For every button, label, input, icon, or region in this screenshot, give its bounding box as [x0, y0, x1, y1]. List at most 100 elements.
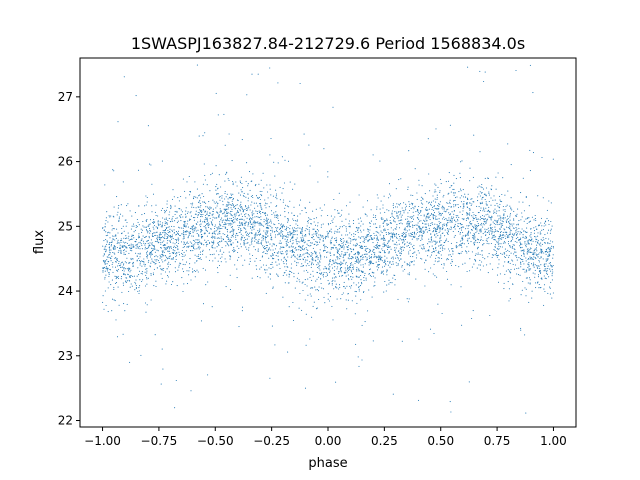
data-point	[428, 208, 430, 210]
data-point	[269, 243, 271, 245]
data-point	[523, 250, 525, 252]
data-point	[389, 193, 391, 195]
data-point	[217, 237, 220, 239]
data-point	[538, 287, 540, 289]
data-point	[536, 265, 538, 267]
data-point	[503, 256, 506, 258]
data-point	[455, 214, 457, 217]
data-point	[348, 237, 350, 239]
data-point	[337, 250, 339, 252]
data-point	[282, 225, 284, 228]
data-point	[142, 240, 144, 242]
data-point	[521, 250, 523, 252]
data-point	[308, 253, 310, 255]
data-point	[295, 238, 297, 241]
data-point	[114, 235, 116, 237]
data-point	[247, 242, 249, 244]
data-point	[274, 231, 276, 233]
data-point	[395, 251, 397, 253]
data-point	[231, 208, 233, 210]
data-point	[183, 283, 185, 285]
data-point	[333, 198, 335, 201]
data-point	[117, 286, 119, 288]
data-point	[496, 220, 498, 222]
data-point	[467, 232, 469, 234]
data-point	[319, 254, 321, 256]
data-point	[384, 280, 386, 283]
data-point	[244, 223, 246, 225]
data-point	[373, 263, 375, 265]
data-point	[441, 312, 443, 315]
data-point	[259, 202, 261, 205]
data-point	[304, 256, 306, 258]
data-point	[431, 206, 434, 208]
data-point	[226, 204, 228, 206]
data-point	[195, 270, 197, 273]
data-point	[104, 261, 106, 263]
data-point	[491, 229, 493, 231]
data-point	[141, 260, 143, 262]
data-point	[117, 275, 119, 277]
data-point	[359, 246, 361, 248]
data-point	[293, 219, 295, 222]
data-point	[497, 231, 499, 233]
data-point	[196, 223, 198, 225]
data-point	[413, 248, 415, 250]
data-point	[397, 216, 399, 218]
data-point	[356, 245, 358, 247]
data-point	[449, 213, 452, 215]
data-point	[383, 221, 385, 223]
data-point	[164, 260, 166, 262]
data-point	[438, 245, 440, 247]
data-point	[119, 213, 122, 215]
data-point	[365, 251, 367, 253]
data-point	[295, 223, 297, 225]
data-point	[448, 172, 450, 174]
data-point	[363, 239, 365, 241]
data-point	[233, 214, 235, 216]
data-point	[138, 290, 140, 292]
data-point	[168, 214, 170, 216]
data-point	[229, 274, 231, 276]
data-point	[507, 262, 509, 264]
data-point	[116, 246, 118, 249]
data-point	[478, 206, 480, 208]
data-point	[183, 235, 185, 237]
data-point	[248, 236, 250, 238]
data-point	[447, 229, 449, 231]
data-point	[136, 245, 138, 247]
data-point	[518, 227, 520, 229]
data-point	[441, 246, 443, 248]
data-point	[431, 252, 433, 254]
data-point	[232, 204, 234, 206]
data-point	[475, 226, 477, 228]
data-point	[509, 298, 511, 300]
data-point	[335, 259, 337, 261]
data-point	[468, 381, 470, 383]
data-point	[373, 256, 375, 258]
data-point	[197, 211, 199, 214]
data-point	[502, 224, 504, 226]
data-point	[427, 215, 429, 217]
data-point	[473, 201, 475, 203]
data-point	[402, 270, 404, 272]
data-point	[236, 204, 238, 206]
data-point	[389, 216, 392, 219]
data-point	[464, 262, 466, 264]
data-point	[475, 260, 477, 262]
data-point	[473, 237, 475, 239]
data-point	[334, 266, 336, 268]
data-point	[292, 242, 294, 244]
data-point	[126, 280, 129, 282]
data-point	[141, 244, 143, 246]
data-point	[164, 223, 166, 225]
data-point	[189, 267, 191, 269]
data-point	[208, 223, 210, 225]
data-point	[399, 238, 401, 240]
data-point	[542, 197, 544, 199]
data-point	[350, 285, 353, 287]
data-point	[361, 283, 363, 285]
data-point	[229, 258, 231, 260]
data-point	[192, 239, 194, 241]
data-point	[366, 234, 368, 236]
